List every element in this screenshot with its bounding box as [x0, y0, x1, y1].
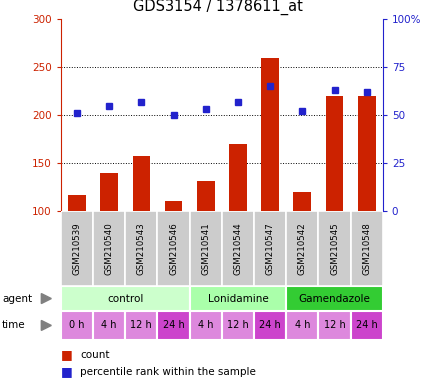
Bar [100, 173, 118, 211]
Bar [286, 311, 318, 340]
Bar [93, 211, 125, 286]
Text: ■: ■ [61, 365, 72, 378]
Bar [318, 311, 350, 340]
Bar [229, 144, 246, 211]
Text: count: count [80, 349, 110, 360]
Bar [197, 182, 214, 211]
Text: GSM210546: GSM210546 [169, 222, 178, 275]
Text: control: control [107, 293, 143, 304]
Bar [221, 311, 253, 340]
Bar [221, 211, 253, 286]
Bar [253, 311, 286, 340]
Bar [253, 211, 286, 286]
Bar [61, 286, 189, 311]
Text: GDS3154 / 1378611_at: GDS3154 / 1378611_at [132, 0, 302, 15]
Text: 24 h: 24 h [259, 320, 280, 331]
Text: GSM210540: GSM210540 [105, 222, 113, 275]
Bar [350, 311, 382, 340]
Text: 24 h: 24 h [162, 320, 184, 331]
Text: GSM210543: GSM210543 [137, 222, 145, 275]
Text: 12 h: 12 h [130, 320, 152, 331]
Text: 24 h: 24 h [355, 320, 377, 331]
Bar [286, 286, 382, 311]
Bar [261, 58, 278, 211]
Bar [357, 96, 375, 211]
Bar [93, 311, 125, 340]
Bar [157, 311, 189, 340]
Text: GSM210541: GSM210541 [201, 222, 210, 275]
Text: time: time [2, 320, 26, 331]
Text: ■: ■ [61, 348, 72, 361]
Text: Lonidamine: Lonidamine [207, 293, 268, 304]
Bar [164, 200, 182, 211]
Text: 4 h: 4 h [197, 320, 213, 331]
Text: 12 h: 12 h [323, 320, 345, 331]
Text: GSM210544: GSM210544 [233, 222, 242, 275]
Text: 4 h: 4 h [101, 320, 117, 331]
Bar [318, 211, 350, 286]
Text: GSM210542: GSM210542 [297, 222, 306, 275]
Text: agent: agent [2, 293, 32, 304]
Text: 12 h: 12 h [227, 320, 248, 331]
Bar [189, 311, 221, 340]
Bar [61, 311, 93, 340]
Bar [61, 211, 93, 286]
Bar [189, 211, 221, 286]
Text: 0 h: 0 h [69, 320, 85, 331]
Bar [157, 211, 189, 286]
Bar [350, 211, 382, 286]
Bar [189, 286, 286, 311]
Bar [293, 192, 310, 211]
Bar [132, 156, 150, 211]
Bar [325, 96, 342, 211]
Text: GSM210539: GSM210539 [72, 222, 81, 275]
Bar [286, 211, 318, 286]
Text: GSM210548: GSM210548 [362, 222, 370, 275]
Bar [68, 195, 85, 211]
Text: 4 h: 4 h [294, 320, 309, 331]
Text: percentile rank within the sample: percentile rank within the sample [80, 366, 256, 377]
Text: Gamendazole: Gamendazole [298, 293, 370, 304]
Bar [125, 211, 157, 286]
Text: GSM210545: GSM210545 [329, 222, 338, 275]
Bar [125, 311, 157, 340]
Text: GSM210547: GSM210547 [265, 222, 274, 275]
